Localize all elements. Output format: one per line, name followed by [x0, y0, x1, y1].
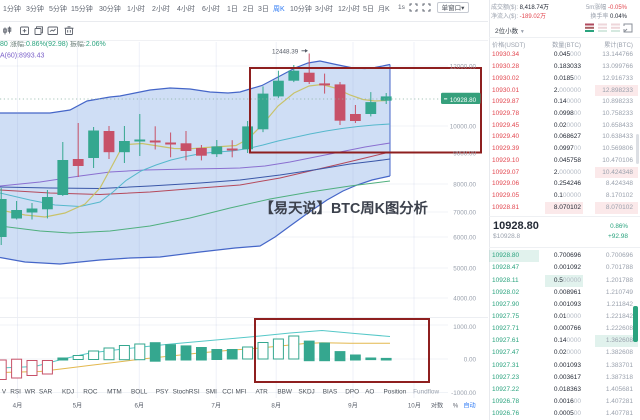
svg-text:ATR: ATR: [255, 389, 268, 396]
svg-text:CCI: CCI: [222, 389, 233, 396]
svg-text:AO: AO: [365, 389, 374, 396]
svg-text:自动: 自动: [463, 402, 475, 410]
svg-text:对数: 对数: [431, 402, 444, 410]
svg-text:7000.00: 7000.00: [453, 209, 476, 216]
svg-text:SMI: SMI: [206, 389, 218, 396]
svg-text:KDJ: KDJ: [62, 389, 74, 396]
svg-text:Position: Position: [384, 389, 407, 396]
svg-text:【易天说】BTC周K图分析: 【易天说】BTC周K图分析: [260, 199, 428, 217]
svg-text:BOLL: BOLL: [131, 389, 148, 396]
svg-text:4月: 4月: [13, 403, 23, 410]
svg-text:7月: 7月: [211, 403, 221, 410]
svg-text:WR: WR: [25, 389, 36, 396]
svg-text:MTM: MTM: [107, 389, 122, 396]
svg-text:DPO: DPO: [345, 389, 359, 396]
svg-text:BIAS: BIAS: [323, 389, 338, 396]
svg-text:0.00: 0.00: [464, 356, 477, 363]
svg-text:BBW: BBW: [277, 389, 293, 396]
svg-text:%: %: [453, 403, 459, 410]
svg-text:1000.00: 1000.00: [453, 324, 476, 331]
svg-text:A(60):8993.43: A(60):8993.43: [0, 53, 44, 60]
svg-text:RSI: RSI: [10, 389, 21, 396]
svg-text:8月: 8月: [271, 403, 281, 410]
svg-text:10000.00: 10000.00: [450, 123, 477, 130]
svg-text:10928.80: 10928.80: [450, 97, 477, 104]
svg-text:12000.00: 12000.00: [450, 63, 477, 70]
svg-text:8000.00: 8000.00: [453, 181, 476, 188]
svg-text:6月: 6月: [134, 403, 144, 410]
svg-text:80: 80: [0, 41, 8, 48]
svg-text:V: V: [2, 389, 7, 396]
svg-text:12448.39: 12448.39: [272, 49, 299, 56]
svg-text:10月: 10月: [408, 403, 421, 410]
svg-text:MFI: MFI: [235, 389, 246, 396]
svg-text:Fundflow: Fundflow: [413, 389, 439, 396]
svg-text:9月: 9月: [348, 403, 358, 410]
svg-text:ROC: ROC: [83, 389, 98, 396]
svg-text:SKDJ: SKDJ: [298, 389, 314, 396]
svg-text:5月: 5月: [73, 403, 83, 410]
svg-text:5000.00: 5000.00: [453, 265, 476, 272]
svg-text:6000.00: 6000.00: [453, 234, 476, 241]
svg-text:StochRSI: StochRSI: [173, 389, 200, 396]
svg-text:PSY: PSY: [156, 389, 170, 396]
svg-text:4000.00: 4000.00: [453, 295, 476, 302]
svg-text:SAR: SAR: [39, 389, 53, 396]
svg-text:9000.00: 9000.00: [453, 150, 476, 157]
svg-text:涨幅:0.86%(92.98) 振幅:2.06%: 涨幅:0.86%(92.98) 振幅:2.06%: [10, 39, 106, 48]
svg-text:-1000.00: -1000.00: [451, 390, 476, 397]
